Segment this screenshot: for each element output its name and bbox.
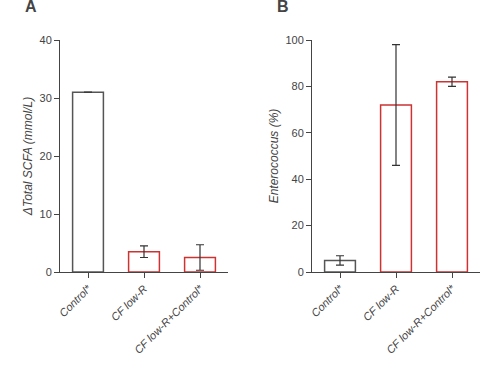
svg-text:40: 40	[40, 34, 52, 46]
svg-text:10: 10	[40, 208, 52, 220]
svg-text:20: 20	[292, 219, 304, 231]
svg-text:0: 0	[298, 266, 304, 278]
svg-text:Control*: Control*	[57, 282, 94, 319]
svg-text:0: 0	[46, 266, 52, 278]
svg-text:100: 100	[285, 34, 303, 46]
svg-text:Enterococcus (%): Enterococcus (%)	[267, 109, 281, 204]
svg-text:80: 80	[292, 80, 304, 92]
svg-text:Control*: Control*	[309, 282, 346, 319]
svg-text:A: A	[25, 0, 37, 15]
svg-text:30: 30	[40, 92, 52, 104]
svg-text:CF low-R: CF low-R	[109, 282, 150, 323]
svg-text:CF low-R: CF low-R	[361, 282, 402, 323]
svg-text:60: 60	[292, 127, 304, 139]
svg-text:40: 40	[292, 173, 304, 185]
svg-text:ΔTotal SCFA (mmol/L): ΔTotal SCFA (mmol/L)	[21, 97, 35, 216]
svg-text:B: B	[277, 0, 289, 15]
svg-text:CF low-R+Control*: CF low-R+Control*	[132, 282, 206, 356]
svg-text:CF low-R+Control*: CF low-R+Control*	[384, 282, 458, 356]
svg-text:20: 20	[40, 150, 52, 162]
